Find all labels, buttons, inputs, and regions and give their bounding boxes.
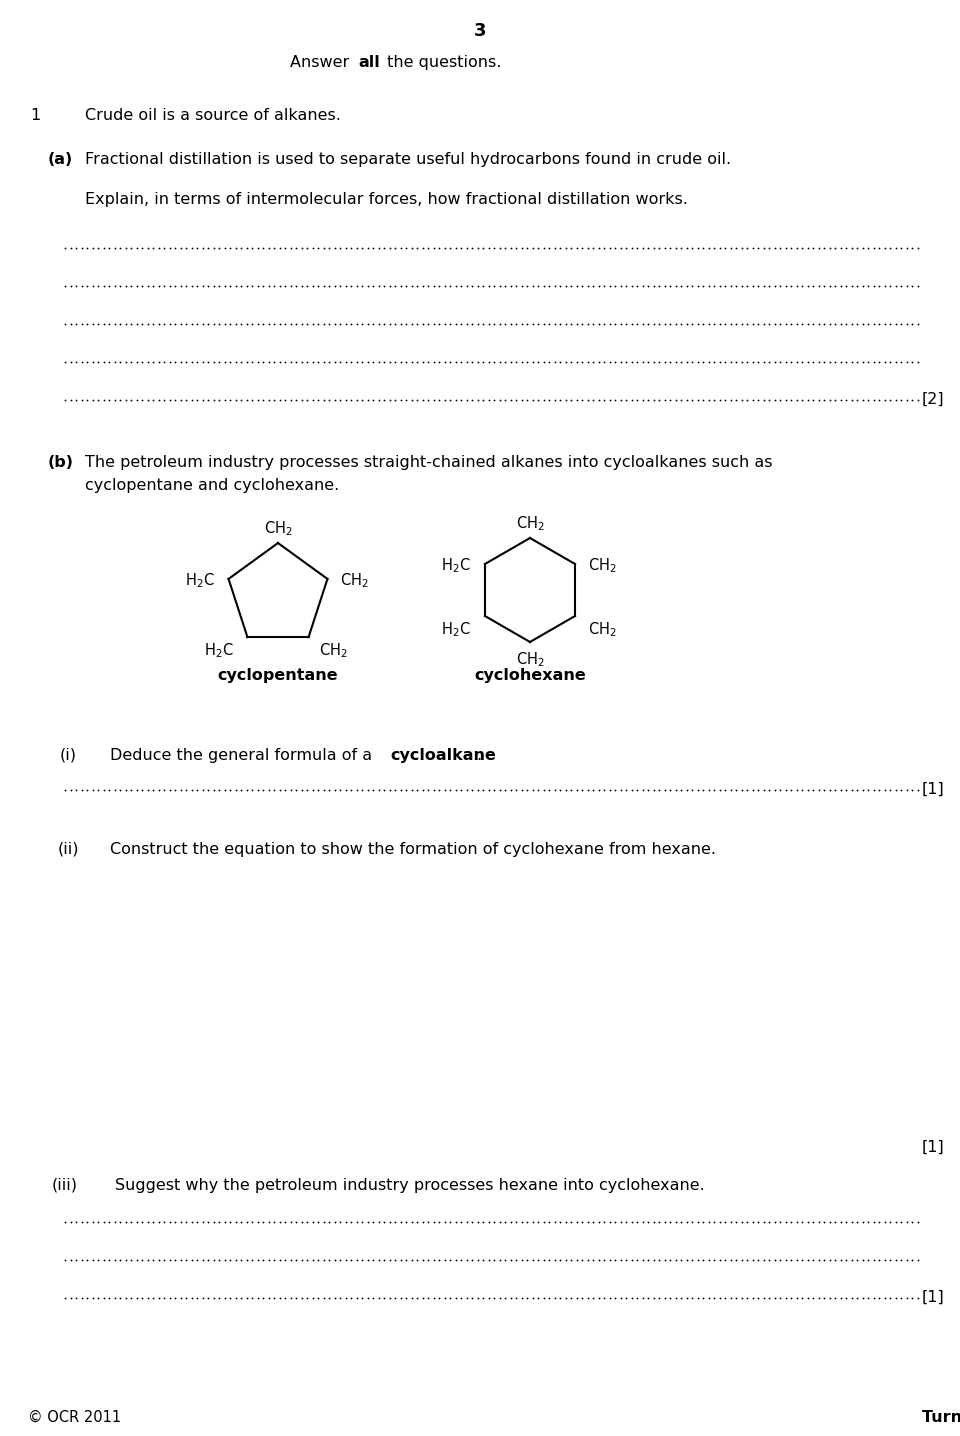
Text: 3: 3	[473, 22, 487, 40]
Text: CH$_2$: CH$_2$	[588, 557, 616, 576]
Text: [1]: [1]	[922, 1290, 945, 1304]
Text: Explain, in terms of intermolecular forces, how fractional distillation works.: Explain, in terms of intermolecular forc…	[85, 192, 688, 207]
Text: CH$_2$: CH$_2$	[264, 520, 293, 538]
Text: cyclohexane: cyclohexane	[474, 668, 586, 684]
Text: Deduce the general formula of a: Deduce the general formula of a	[110, 748, 377, 763]
Text: H$_2$C: H$_2$C	[442, 620, 471, 639]
Text: CH$_2$: CH$_2$	[588, 620, 616, 639]
Text: H$_2$C: H$_2$C	[185, 572, 214, 590]
Text: (iii): (iii)	[52, 1178, 78, 1193]
Text: Turn over: Turn over	[922, 1410, 960, 1425]
Text: Answer: Answer	[290, 55, 354, 70]
Text: 1: 1	[30, 108, 40, 123]
Text: (i): (i)	[60, 748, 77, 763]
Text: (b): (b)	[48, 455, 74, 470]
Text: Construct the equation to show the formation of cyclohexane from hexane.: Construct the equation to show the forma…	[110, 841, 716, 857]
Text: .: .	[476, 748, 481, 763]
Text: Fractional distillation is used to separate useful hydrocarbons found in crude o: Fractional distillation is used to separ…	[85, 152, 732, 167]
Text: CH$_2$: CH$_2$	[319, 642, 348, 661]
Text: cyclopentane: cyclopentane	[218, 668, 338, 684]
Text: the questions.: the questions.	[382, 55, 501, 70]
Text: [1]: [1]	[922, 781, 945, 797]
Text: [1]: [1]	[922, 1140, 945, 1155]
Text: CH$_2$: CH$_2$	[516, 651, 544, 669]
Text: (a): (a)	[48, 152, 73, 167]
Text: The petroleum industry processes straight-chained alkanes into cycloalkanes such: The petroleum industry processes straigh…	[85, 455, 773, 470]
Text: H$_2$C: H$_2$C	[204, 642, 233, 661]
Text: cycloalkane: cycloalkane	[390, 748, 496, 763]
Text: CH$_2$: CH$_2$	[341, 572, 370, 590]
Text: © OCR 2011: © OCR 2011	[28, 1410, 121, 1425]
Text: Suggest why the petroleum industry processes hexane into cyclohexane.: Suggest why the petroleum industry proce…	[115, 1178, 705, 1193]
Text: [2]: [2]	[922, 392, 945, 406]
Text: Crude oil is a source of alkanes.: Crude oil is a source of alkanes.	[85, 108, 341, 123]
Text: cyclopentane and cyclohexane.: cyclopentane and cyclohexane.	[85, 478, 339, 493]
Text: H$_2$C: H$_2$C	[442, 557, 471, 576]
Text: CH$_2$: CH$_2$	[516, 514, 544, 533]
Text: (ii): (ii)	[58, 841, 80, 857]
Text: all: all	[358, 55, 380, 70]
